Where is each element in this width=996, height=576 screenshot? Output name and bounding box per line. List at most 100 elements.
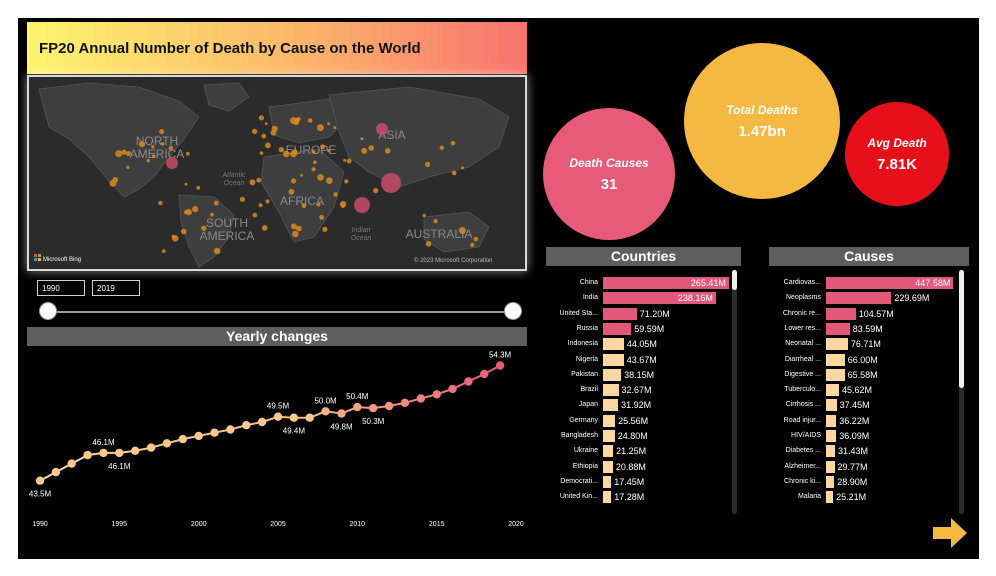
bar-row[interactable]: Pakistan 38.15M — [546, 368, 741, 382]
bar[interactable] — [826, 475, 835, 488]
data-point — [289, 413, 299, 422]
bar-row[interactable]: Japan 31.92M — [546, 398, 741, 412]
map-dot — [300, 173, 303, 177]
bar[interactable] — [603, 368, 622, 381]
bar[interactable] — [826, 307, 856, 320]
bar[interactable] — [603, 384, 619, 397]
bar[interactable] — [603, 430, 615, 442]
countries-scroll-thumb[interactable] — [732, 270, 737, 290]
bar-row[interactable]: Chronic re... 104.57M — [769, 307, 964, 321]
map-dot — [256, 177, 262, 183]
world-map[interactable]: NORTH AMERICA EUROPE ASIA AFRICA SOUTH AMERICA… — [27, 75, 527, 271]
bar-row[interactable]: HIV/AIDS 36.09M — [769, 429, 964, 443]
bar-category-label: Bangladesh — [561, 432, 598, 439]
bar-row[interactable]: Germany 25.56M — [546, 414, 741, 428]
bar-row[interactable]: United Kin... 17.28M — [546, 490, 741, 504]
bar[interactable] — [603, 353, 624, 366]
countries-bar-chart: China 265.41M India 238.16M United Sta... 71.… — [546, 276, 741, 516]
bar-row[interactable]: Democrati... 17.45M — [546, 475, 741, 489]
bar[interactable] — [826, 491, 834, 504]
bar[interactable] — [826, 277, 954, 289]
bar[interactable] — [603, 445, 614, 458]
bar-row[interactable]: Bangladesh 24.80M — [546, 429, 741, 443]
map-dot — [249, 179, 256, 186]
bar[interactable] — [603, 414, 616, 427]
year-slider-track[interactable] — [48, 311, 513, 313]
bar[interactable] — [603, 491, 612, 504]
data-point — [51, 467, 61, 477]
bar[interactable] — [826, 368, 845, 381]
bar[interactable] — [603, 322, 632, 335]
map-dot — [184, 182, 188, 186]
point-label: 46.1M — [108, 462, 131, 471]
bar[interactable] — [826, 338, 848, 351]
bar[interactable] — [826, 399, 837, 412]
causes-scroll-thumb[interactable] — [959, 270, 964, 388]
bar[interactable] — [603, 292, 716, 305]
bar-row[interactable]: Ukraine 21.25M — [546, 444, 741, 458]
map-dot — [451, 170, 457, 176]
bar-category-label: Neonatal ... — [785, 340, 821, 348]
bar-category-label: Russia — [576, 324, 598, 332]
map-dot — [126, 165, 130, 169]
end-year-input[interactable]: 2019 — [92, 280, 140, 296]
bar[interactable] — [826, 384, 839, 397]
bar-value-label: 17.45M — [614, 476, 645, 487]
bar-row[interactable]: Neonatal ... 76.71M — [769, 337, 964, 351]
year-slider-end-handle[interactable] — [504, 302, 522, 320]
bar-row[interactable]: Ethiopia 20.88M — [546, 460, 741, 474]
bar[interactable] — [826, 353, 845, 366]
bar[interactable] — [603, 307, 637, 320]
bar[interactable] — [603, 399, 619, 412]
bar-row[interactable]: Brazil 32.67M — [546, 383, 741, 397]
bar-row[interactable]: Nigeria 43.67M — [546, 353, 741, 367]
bar-row[interactable]: Diabetes ... 31.43M — [769, 444, 964, 458]
map-dot — [185, 151, 190, 156]
bar-row[interactable]: Indonesia 44.05M — [546, 337, 741, 351]
bar-row[interactable]: Malaria 25.21M — [769, 490, 964, 504]
bar[interactable] — [826, 322, 850, 335]
x-tick-label: 2005 — [270, 521, 286, 528]
start-year-input[interactable]: 1990 — [37, 280, 85, 296]
bar[interactable] — [826, 460, 835, 473]
map-dot — [283, 150, 290, 158]
avg-death-value: 7.81K — [876, 155, 918, 173]
map-copyright: © 2023 Microsoft Corporation — [414, 257, 492, 264]
bar-row[interactable]: Cardiovas... 447.58M — [769, 276, 964, 290]
bar-row[interactable]: Lower res... 83.59M — [769, 322, 964, 336]
bar-category-label: Pakistan — [571, 370, 598, 378]
map-dot — [292, 230, 299, 238]
bar-row[interactable]: Neoplasms 229.69M — [769, 291, 964, 305]
map-label-australia: AUSTRALIA — [406, 227, 473, 241]
bar-row[interactable]: Digestive ... 65.58M — [769, 368, 964, 382]
bar[interactable] — [826, 430, 837, 442]
countries-scrollbar[interactable] — [732, 270, 737, 514]
bar[interactable] — [603, 460, 613, 473]
bar[interactable] — [826, 292, 892, 305]
bar-row[interactable]: Diarrheal ... 66.00M — [769, 353, 964, 367]
bar[interactable] — [603, 475, 612, 488]
total-deaths-kpi: Total Deaths 1.47bn — [684, 43, 840, 199]
bar-row[interactable]: Russia 59.59M — [546, 322, 741, 336]
bar-row[interactable]: United Sta... 71.20M — [546, 307, 741, 321]
bar-row[interactable]: China 265.41M — [546, 276, 741, 290]
bar[interactable] — [603, 338, 624, 351]
bar-row[interactable]: Alzheimer... 29.77M — [769, 460, 964, 474]
bar[interactable] — [826, 445, 835, 458]
map-dot — [473, 236, 479, 242]
bar[interactable] — [826, 414, 837, 427]
map-dot — [317, 174, 324, 181]
bar-category-label: Ukraine — [573, 447, 598, 455]
bar-row[interactable]: Tuberculo... 45.62M — [769, 383, 964, 397]
bar-value-label: 31.92M — [621, 400, 652, 411]
bar-row[interactable]: Road injur... 36.22M — [769, 414, 964, 428]
data-point — [115, 448, 124, 458]
causes-scrollbar[interactable] — [959, 270, 964, 514]
year-slider-start-handle[interactable] — [39, 302, 57, 320]
bar-row[interactable]: India 238.16M — [546, 291, 741, 305]
bar-row[interactable]: Chronic ki... 28.90M — [769, 475, 964, 489]
bar-row[interactable]: Cirrhosis ... 37.45M — [769, 398, 964, 412]
next-page-arrow-icon[interactable] — [933, 518, 967, 548]
bar[interactable] — [603, 277, 729, 289]
map-dot — [261, 225, 268, 231]
